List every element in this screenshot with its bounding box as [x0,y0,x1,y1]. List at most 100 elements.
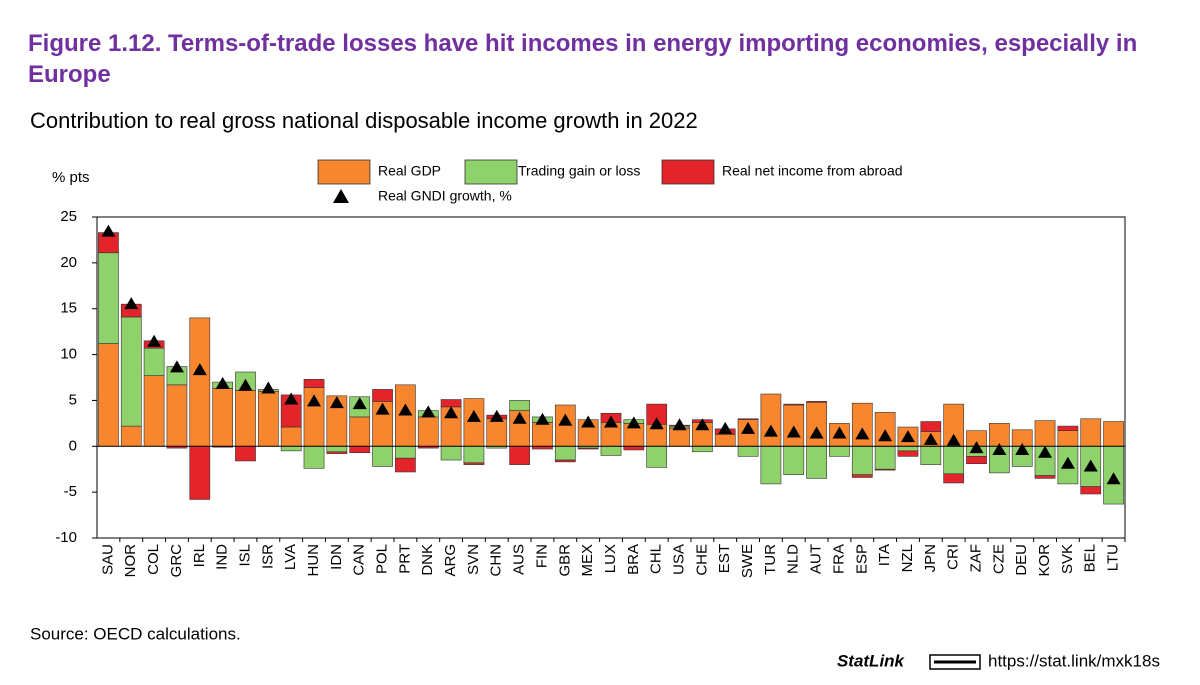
bar-segment [395,384,416,447]
bar-segment [920,445,942,465]
x-tick-label: IND [214,544,231,570]
x-tick-label: SAU [99,544,116,575]
legend-label: Trading gain or loss [518,163,640,179]
x-tick-label: CRI [945,544,962,570]
x-tick-label: COL [145,544,162,575]
marker [375,402,390,415]
x-tick-label: ITA [876,544,893,566]
bar-segment [897,450,919,457]
x-tick-label: MEX [579,544,596,577]
y-tick-label: 0 [69,437,77,454]
bar-segment [692,445,713,453]
legend-swatch [661,159,715,185]
marker [1060,456,1075,469]
marker [421,405,436,418]
x-tick-label: IRL [191,544,208,567]
x-tick-label: SWE [739,544,756,578]
y-tick-label: 10 [60,346,77,363]
marker [352,397,367,410]
marker [512,411,527,424]
source: Source: OECD calculations. [30,624,241,643]
bar-segment [1057,430,1079,447]
marker [192,363,207,376]
bar-segment [577,447,599,450]
bar-segment [166,384,188,447]
marker [969,441,984,454]
y-tick-label: 5 [69,391,77,408]
marker [444,406,459,419]
bar-segment [874,445,896,470]
bar-segment [943,473,965,484]
legend-swatch [464,159,518,185]
bar-segment [669,427,690,447]
bar-segment [874,468,896,471]
legend-label: Real GNDI growth, % [378,188,512,204]
statlink-url[interactable]: https://stat.link/mxk18s [988,651,1160,670]
y-axis-label: % pts [52,169,90,186]
chart-title: Figure 1.12. Terms-of-trade losses have … [28,30,1138,88]
x-tick-label: ISL [236,544,253,567]
bar-segment [349,416,371,447]
bar-segment [303,445,325,469]
bar-segment [737,445,759,457]
bar-segment [989,423,1010,447]
marker [489,409,504,422]
bar-segment [554,459,576,463]
marker [1015,442,1030,455]
bar-segment [851,402,873,447]
x-tick-label: IDN [328,544,345,570]
bar-segment [783,403,805,406]
marker [832,426,847,439]
marker [786,425,801,438]
x-tick-label: TUR [762,544,779,575]
x-tick-label: EST [716,544,733,573]
bar-segment [897,445,919,452]
bar-segment [395,445,416,459]
bar-segment [1080,486,1102,495]
bar-segment [943,445,965,475]
bar-segment [280,445,302,452]
marker [763,424,778,437]
y-tick-label: -10 [55,529,77,546]
bar-segment [532,422,553,447]
x-tick-label: SVN [465,544,482,575]
x-tick-label: ISR [259,544,276,569]
marker [238,378,253,391]
bar-segment [623,445,645,451]
marker [809,426,824,439]
x-tick-label: LTU [1105,544,1122,571]
x-tick-label: USA [671,544,688,575]
bar-segment [303,379,325,388]
marker [147,334,162,347]
bar-segment [760,393,782,447]
x-tick-label: AUS [511,544,528,575]
bar-segment [806,401,827,403]
bar-segment [440,445,462,461]
marker [992,442,1007,455]
bar-segment [98,343,119,447]
marker [1083,459,1098,472]
marker [215,376,230,389]
bar-segment [189,445,211,500]
bar-segment [349,445,371,454]
x-tick-label: SVK [1059,544,1076,574]
bar-segment [920,421,942,432]
bar-segment [372,445,393,467]
marker [923,432,938,445]
bar-segment [646,445,668,468]
x-tick-label: DEU [1013,544,1030,576]
x-tick-label: PRT [396,544,413,574]
x-tick-label: CHL [648,544,665,574]
legend-label: Real net income from abroad [722,163,903,179]
title-box: Figure 1.12. Terms-of-trade losses have … [28,30,1138,88]
y-tick-label: 25 [60,208,77,225]
marker [900,430,915,443]
bar-segment [143,375,165,447]
bar-segment [554,404,576,447]
marker [329,396,344,409]
marker [307,394,322,407]
bar-segment [326,445,348,453]
y-tick-label: 20 [60,254,77,271]
x-tick-label: ZAF [967,544,984,572]
